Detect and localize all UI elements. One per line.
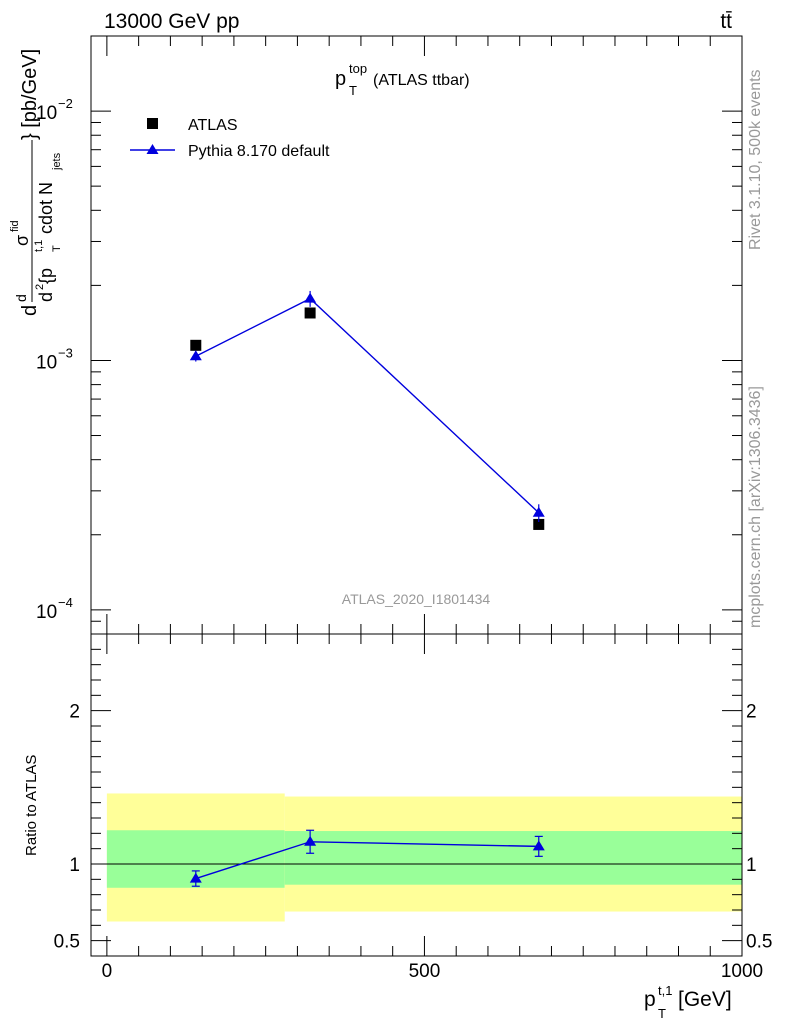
ratio-y-ticks: 0.5 0.5 1 1 2 2 [54,648,772,953]
plot-title: p top T (ATLAS ttbar) [335,61,470,98]
title-sup: top [349,61,367,76]
ratio-y-tick-label-left: 0.5 [54,932,80,953]
atlas-data-point [190,339,202,351]
atlas-data-point [304,307,316,319]
pythia-line [195,297,540,514]
ratio-y-tick-label-left: 1 [69,855,80,876]
legend-pythia-marker [146,144,159,154]
ratio-x-tick-label: 0 [102,961,113,982]
xlabel-sub: T [658,1006,666,1021]
ratio-series [189,829,545,887]
legend: ATLAS Pythia 8.170 default [130,117,330,160]
ylabel-den-d: d [36,292,56,302]
main-y-tick-label-base: 10 [36,352,57,373]
ratio-y-tick-label-right: 0.5 [746,932,772,953]
ylabel-den-sup: 2 [34,284,46,290]
ratio-x-ticks: 0 500 1000 [102,634,763,982]
legend-pythia-label: Pythia 8.170 default [188,143,330,160]
main-y-tick-label-exp: −3 [58,345,73,360]
xlabel-sup: t,1 [658,983,672,998]
pythia-data-point [189,350,202,361]
ratio-x-tick-label: 1000 [721,961,763,982]
ylabel-den-jets: jets [51,152,63,171]
ratio-pythia-data-point [304,835,317,846]
pythia-data-point [304,292,317,303]
rivet-version-label: Rivet 3.1.10, 500k events [747,69,764,250]
main-y-ticks: 10−410−310−2 [36,35,742,635]
title-rest: (ATLAS ttbar) [373,72,470,89]
ylabel-den-cdot: cdot N [36,182,56,234]
ylabel-den-t-sub: T [51,245,63,252]
source-label: mcplots.cern.ch [arXiv:1306.3436] [747,386,764,628]
ylabel-d: d [19,305,41,316]
ratio-bands [106,793,742,922]
ylabel-sigma: σ [12,235,32,246]
main-y-tick-label-base: 10 [36,602,57,623]
ylabel-den-t-sup: t,1 [33,240,45,252]
ratio-x-tick-label: 500 [409,961,441,982]
main-y-axis-label: d d σ fid } [pb/GeV] d 2 {p t,1 T cdot N… [9,49,63,316]
legend-atlas-label: ATLAS [188,117,238,134]
ratio-y-axis-label: Ratio to ATLAS [23,755,40,856]
ratio-pythia-data-point [532,840,545,851]
main-panel: 10−410−310−2 p top T (ATLAS ttbar) ATLAS… [36,35,743,635]
atlas-data-point [533,518,545,530]
ratio-band-inner [284,831,742,885]
main-y-tick-label-exp: −4 [58,595,73,610]
x-axis-label: p t,1 T [GeV] [644,983,732,1021]
legend-atlas-marker [147,118,158,129]
main-x-ticks [106,36,743,634]
main-y-tick-label-base: 10 [36,103,57,124]
ratio-y-tick-label-left: 2 [69,702,80,723]
main-series [189,290,545,530]
ratio-y-tick-label-right: 1 [746,855,757,876]
ratio-y-tick-label-right: 2 [746,702,757,723]
title-sub: T [349,83,357,98]
analysis-watermark: ATLAS_2020_I1801434 [342,591,491,607]
ratio-pythia-data-point [189,872,202,883]
pythia-data-point [532,506,545,517]
header-energy-label: 13000 GeV pp [104,10,239,33]
title-p: p [335,68,346,90]
ratio-panel: 0.5 0.5 1 1 2 2 0 500 1000 [54,633,772,982]
ylabel-sigma-sup: fid [9,220,21,232]
header-process-label: tt̄ [720,10,732,33]
ylabel-num-d: d [13,294,29,302]
ylabel-units: } [pb/GeV] [19,49,41,140]
ylabel-den-p: {p [36,268,56,284]
xlabel-p: p [644,988,656,1011]
main-y-tick-label-exp: −2 [58,96,73,111]
ratio-panel-frame [90,633,743,957]
xlabel-rest: [GeV] [678,988,732,1011]
